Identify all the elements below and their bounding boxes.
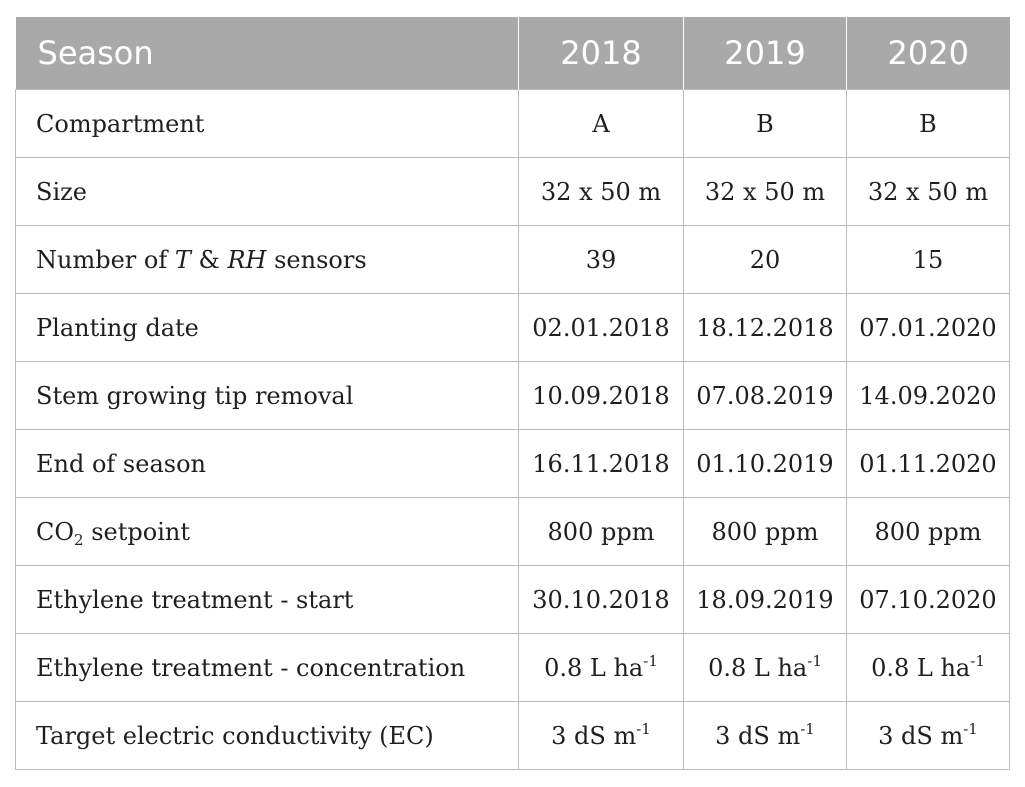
cell-2020: 0.8 L ha-1 <box>846 633 1010 702</box>
value-superscript: -1 <box>636 719 651 738</box>
cell-2019: 3 dS m-1 <box>683 701 847 770</box>
table-row: Target electric conductivity (EC) 3 dS m… <box>15 701 1010 770</box>
label-italic-t: T <box>174 245 191 274</box>
label-text: Number of <box>36 245 175 274</box>
header-year-2020: 2020 <box>846 17 1010 90</box>
cell-2019: B <box>683 89 847 158</box>
row-label: Target electric conductivity (EC) <box>15 701 519 770</box>
value-superscript: -1 <box>970 651 985 670</box>
row-label: Ethylene treatment - concentration <box>15 633 519 702</box>
cell-2019: 20 <box>683 225 847 294</box>
table-row: Compartment A B B <box>15 89 1010 158</box>
row-label: Size <box>15 157 519 226</box>
table-row: End of season 16.11.2018 01.10.2019 01.1… <box>15 429 1010 498</box>
table-row: Size 32 x 50 m 32 x 50 m 32 x 50 m <box>15 157 1010 226</box>
cell-2020: 07.10.2020 <box>846 565 1010 634</box>
table-row: Ethylene treatment - concentration 0.8 L… <box>15 633 1010 702</box>
value-text: 0.8 L ha <box>708 653 808 682</box>
value-text: 3 dS m <box>715 721 801 750</box>
cell-2020: 3 dS m-1 <box>846 701 1010 770</box>
cell-2019: 0.8 L ha-1 <box>683 633 847 702</box>
header-year-2018: 2018 <box>518 17 684 90</box>
label-text: CO <box>36 517 75 546</box>
season-table-container: Season 2018 2019 2020 Compartment A B B … <box>15 17 1010 770</box>
cell-2019: 32 x 50 m <box>683 157 847 226</box>
header-year-2019: 2019 <box>683 17 847 90</box>
cell-2018: 800 ppm <box>518 497 684 566</box>
cell-2020: 15 <box>846 225 1010 294</box>
cell-2019: 800 ppm <box>683 497 847 566</box>
row-label: Compartment <box>15 89 519 158</box>
cell-2020: 32 x 50 m <box>846 157 1010 226</box>
cell-2018: 0.8 L ha-1 <box>518 633 684 702</box>
row-label: End of season <box>15 429 519 498</box>
cell-2018: 30.10.2018 <box>518 565 684 634</box>
table-row: Planting date 02.01.2018 18.12.2018 07.0… <box>15 293 1010 362</box>
table-body: Compartment A B B Size 32 x 50 m 32 x 50… <box>15 89 1010 770</box>
header-season: Season <box>15 17 519 90</box>
cell-2018: 16.11.2018 <box>518 429 684 498</box>
cell-2020: 07.01.2020 <box>846 293 1010 362</box>
table-header: Season 2018 2019 2020 <box>15 17 1010 90</box>
table-row: CO2 setpoint 800 ppm 800 ppm 800 ppm <box>15 497 1010 566</box>
row-label: Planting date <box>15 293 519 362</box>
value-superscript: -1 <box>963 719 978 738</box>
value-superscript: -1 <box>800 719 815 738</box>
cell-2019: 07.08.2019 <box>683 361 847 430</box>
season-table: Season 2018 2019 2020 Compartment A B B … <box>15 17 1010 770</box>
cell-2019: 01.10.2019 <box>683 429 847 498</box>
value-text: 3 dS m <box>878 721 964 750</box>
label-text: setpoint <box>83 517 190 546</box>
cell-2020: 800 ppm <box>846 497 1010 566</box>
cell-2018: 39 <box>518 225 684 294</box>
header-row: Season 2018 2019 2020 <box>15 17 1010 90</box>
value-text: 3 dS m <box>551 721 637 750</box>
cell-2020: 01.11.2020 <box>846 429 1010 498</box>
value-superscript: -1 <box>643 651 658 670</box>
cell-2018: 10.09.2018 <box>518 361 684 430</box>
cell-2019: 18.09.2019 <box>683 565 847 634</box>
label-text: sensors <box>266 245 367 274</box>
row-label: Ethylene treatment - start <box>15 565 519 634</box>
table-row: Number of T & RH sensors 39 20 15 <box>15 225 1010 294</box>
label-subscript: 2 <box>74 530 84 549</box>
value-text: 0.8 L ha <box>544 653 644 682</box>
cell-2018: 32 x 50 m <box>518 157 684 226</box>
row-label: Stem growing tip removal <box>15 361 519 430</box>
value-text: 0.8 L ha <box>871 653 971 682</box>
cell-2020: B <box>846 89 1010 158</box>
cell-2020: 14.09.2020 <box>846 361 1010 430</box>
cell-2018: 3 dS m-1 <box>518 701 684 770</box>
value-superscript: -1 <box>807 651 822 670</box>
label-italic-rh: RH <box>227 245 267 274</box>
label-text: & <box>190 245 228 274</box>
cell-2018: A <box>518 89 684 158</box>
cell-2019: 18.12.2018 <box>683 293 847 362</box>
row-label: Number of T & RH sensors <box>15 225 519 294</box>
cell-2018: 02.01.2018 <box>518 293 684 362</box>
table-row: Ethylene treatment - start 30.10.2018 18… <box>15 565 1010 634</box>
row-label: CO2 setpoint <box>15 497 519 566</box>
table-row: Stem growing tip removal 10.09.2018 07.0… <box>15 361 1010 430</box>
